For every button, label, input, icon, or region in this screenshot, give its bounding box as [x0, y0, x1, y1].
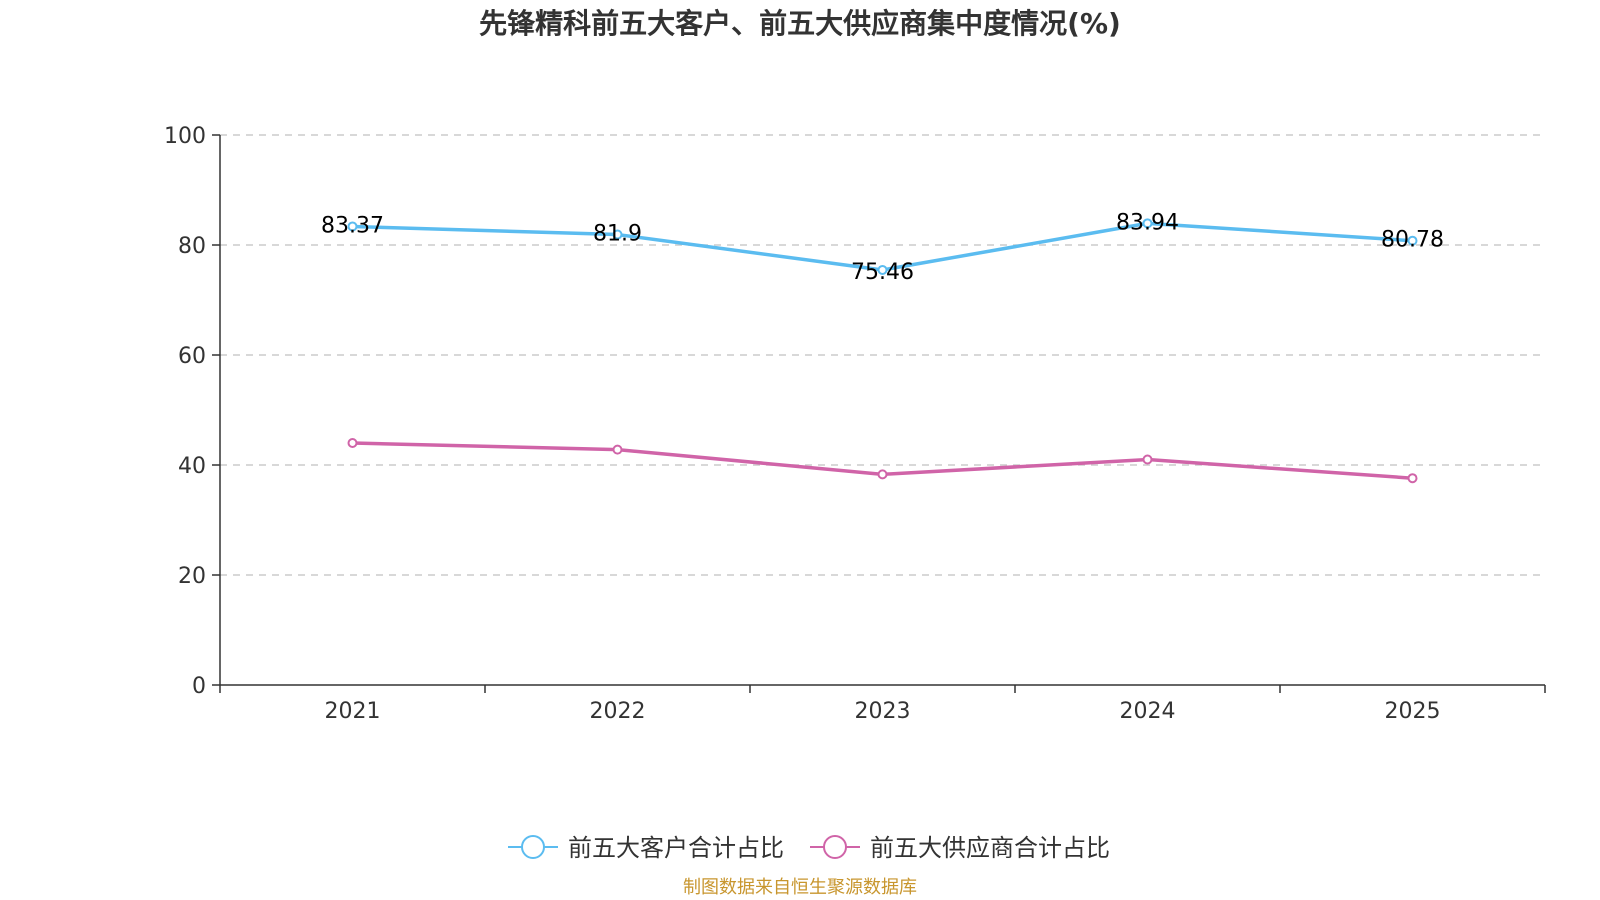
y-tick-label: 60 [178, 344, 206, 369]
data-point [1407, 235, 1418, 246]
y-tick-label: 80 [178, 234, 206, 259]
data-point [1407, 473, 1418, 484]
data-label: 80.78 [1381, 228, 1444, 253]
x-tick-label: 2023 [855, 699, 911, 724]
legend-item-1[interactable]: 前五大供应商合计占比 [810, 834, 1110, 862]
x-tick-label: 2025 [1385, 699, 1441, 724]
data-label: 81.9 [593, 222, 642, 247]
data-point [877, 469, 888, 480]
data-point [612, 444, 623, 455]
legend: 前五大客户合计占比 前五大供应商合计占比 [508, 834, 1110, 862]
legend-marker-icon [521, 835, 545, 859]
grid-lines [220, 134, 1545, 576]
data-label: 75.46 [851, 260, 914, 285]
x-tick-label: 2021 [325, 699, 381, 724]
data-point [1142, 454, 1153, 465]
x-tick-label: 2024 [1120, 699, 1176, 724]
data-point [347, 438, 358, 448]
legend-item-0[interactable]: 前五大客户合计占比 [508, 834, 784, 862]
axes: 0 20 40 60 80 100 2021 2022 2023 2024 2025 [164, 124, 1546, 724]
data-point [612, 229, 623, 240]
data-label: 83.94 [1116, 210, 1179, 235]
y-tick-label: 40 [178, 454, 206, 479]
source-note: 制图数据来自恒生聚源数据库 [683, 877, 917, 898]
chart-title: 先锋精科前五大客户、前五大供应商集中度情况(%) [479, 7, 1121, 40]
data-label: 83.37 [321, 213, 384, 238]
data-labels: 83.37 81.9 75.46 83.94 80.78 [321, 210, 1444, 285]
series [347, 218, 1418, 484]
y-tick-label: 100 [164, 124, 206, 149]
x-tick-label: 2022 [590, 699, 646, 724]
y-tick-label: 20 [178, 564, 206, 589]
data-point [347, 221, 358, 232]
legend-label: 前五大客户合计占比 [568, 834, 784, 862]
y-tick-label: 0 [192, 674, 206, 699]
data-point [877, 264, 888, 275]
data-point [1142, 218, 1153, 229]
legend-label: 前五大供应商合计占比 [870, 834, 1110, 862]
legend-marker-icon [823, 835, 847, 859]
